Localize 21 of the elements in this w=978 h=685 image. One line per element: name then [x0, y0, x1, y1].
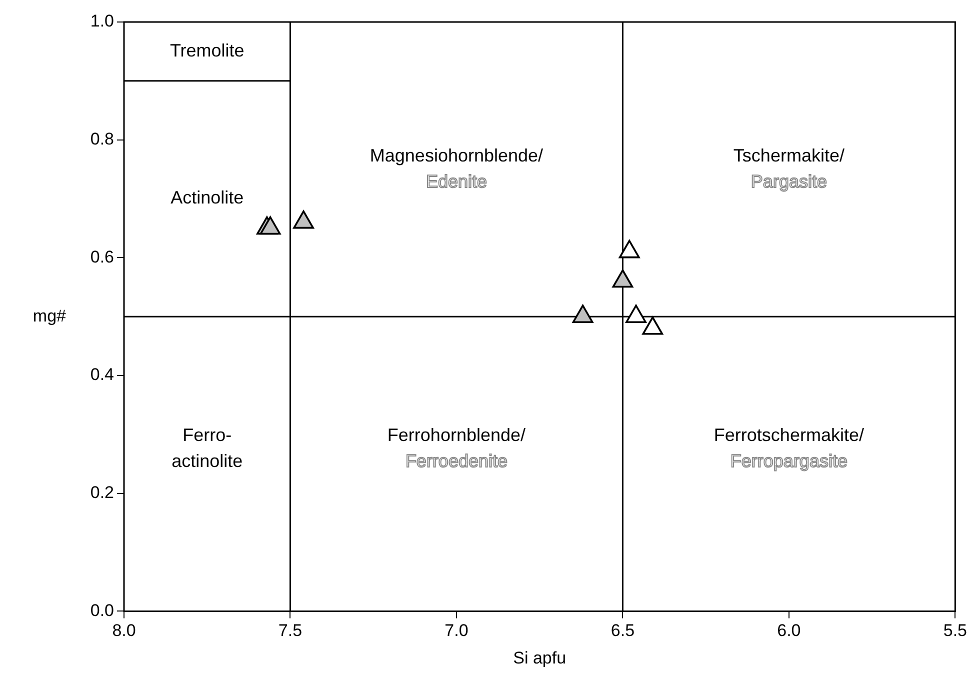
annotation: Ferrotschermakite/ Ferropargasite	[714, 425, 864, 472]
y-tick-label: 0.2	[90, 483, 114, 502]
x-tick-label: 8.0	[112, 621, 136, 640]
annotation: Magnesiohornblende/ Edenite	[370, 145, 544, 192]
annotation: Tremolite	[170, 40, 244, 60]
x-tick-label: 7.5	[278, 621, 302, 640]
y-axis-title: mg#	[32, 306, 67, 326]
x-tick-label: 6.0	[777, 621, 801, 640]
y-tick-label: 0.0	[90, 600, 114, 620]
annotation: Actinolite	[170, 188, 244, 208]
x-tick-label: 7.0	[444, 621, 468, 640]
y-tick-label: 0.4	[90, 365, 114, 384]
annotation: Ferro- actinolite	[172, 425, 243, 472]
y-tick-label: 0.8	[90, 130, 114, 149]
y-tick-label: 0.6	[90, 247, 114, 266]
annotation: Ferrohornblende/ Ferroedenite	[387, 425, 526, 472]
x-tick-label: 5.5	[943, 621, 968, 640]
x-tick-label: 6.5	[610, 621, 635, 640]
annotation: Tschermakite/ Pargasite	[733, 145, 844, 192]
x-axis-title: Si apfu	[513, 648, 566, 668]
y-tick-label: 1.0	[90, 12, 114, 31]
